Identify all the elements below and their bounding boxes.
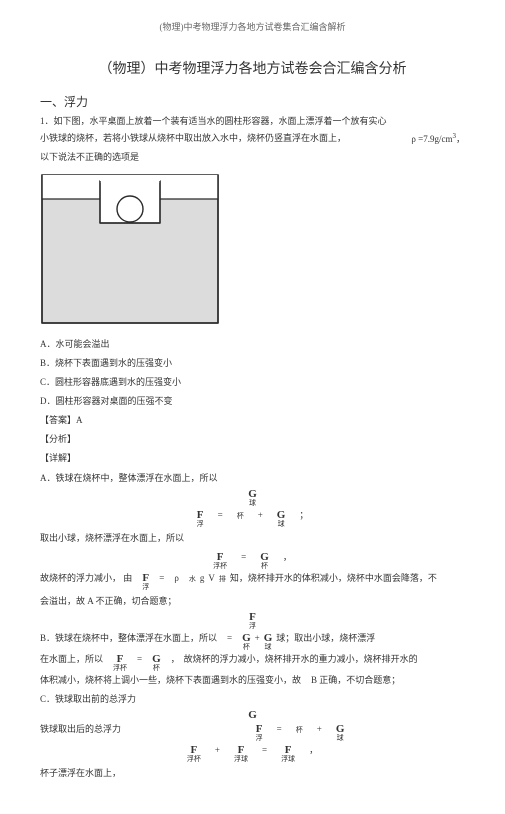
q1-line1: 1．如下图，水平桌面上放着一个装有适当水的圆柱形容器，水面上漂浮着一个放有实心 (40, 114, 465, 129)
f-fubei-c: F浮杯 (187, 745, 201, 763)
f-fuqiu-c2: F浮球 (281, 745, 295, 763)
sub-shui: 水 (189, 573, 196, 586)
b-f: B 正确，不切合题意； (311, 672, 400, 689)
g-sym2: g (200, 570, 205, 587)
eq-row-1: G球 (40, 489, 465, 507)
g-bei4: G杯 (152, 654, 161, 672)
g-bei2: G杯 (260, 552, 269, 570)
conc1-c: 会溢出，故 A 不正确，切合题意； (40, 593, 465, 610)
detail-b-row2: 在水面上，所以 F浮杯 = G杯 ， 故烧杯的浮力减小，烧杯排开水的重力减小，烧… (40, 651, 465, 672)
doc-title: （物理）中考物理浮力各地方试卷会合汇编含分析 (40, 58, 465, 78)
f-fubei2: F浮杯 (113, 654, 127, 672)
rho-tail: ， (456, 134, 465, 144)
comma-c: ， (309, 742, 318, 759)
rho-text: ρ =7.9g/cm (411, 134, 452, 144)
g-bei-c: 杯 (296, 727, 303, 734)
g-sym: G球 (248, 489, 257, 507)
sub-pai: 排 (219, 573, 226, 586)
container-diagram (40, 173, 220, 325)
ball-circle (117, 196, 143, 222)
plus-c2: + (215, 742, 220, 759)
eq-row-3: F浮杯 = G杯 ， (40, 549, 465, 570)
comma2: ， (171, 651, 180, 668)
plus-sign: + (258, 507, 263, 524)
b-b: 球；取出小球，烧杯漂浮 (276, 630, 375, 647)
g-sym-c1: G (248, 710, 257, 721)
eq-row-2: F浮 = 杯 + G球 ； (40, 507, 465, 528)
f-center: F浮 (40, 612, 465, 630)
g-bei: 杯 (237, 513, 244, 520)
f-fubei: F浮杯 (213, 552, 227, 570)
analysis-label: 【分析】 (40, 431, 465, 448)
eq-c2: = (262, 742, 267, 759)
plus2: + (255, 630, 260, 647)
f-fu-c: F浮 (256, 724, 263, 742)
g-qiu3: G球 (264, 633, 273, 651)
conc1-b: 知，烧杯排开水的体积减小，烧杯中水面会降落，不 (230, 570, 437, 587)
section-heading: 一、浮力 (40, 93, 465, 110)
eq-c: = (277, 721, 282, 738)
semicolon: ； (299, 507, 308, 524)
g-qiu2: G球 (277, 510, 286, 528)
q1-line3: 以下说法不正确的选项是 (40, 150, 465, 165)
eq5: = (137, 651, 142, 668)
eq-sign: = (218, 507, 223, 524)
detail-b-row1: B．铁球在烧杯中，整体漂浮在水面上，所以 = G杯 + G球 球；取出小球，烧杯… (40, 630, 465, 651)
page-header: (物理)中考物理浮力各地方试卷集合汇编含解析 (40, 20, 465, 33)
eq-row-c3: F浮杯 + F浮球 = F浮球 ， (40, 742, 465, 763)
v-sym: V (208, 570, 215, 587)
f-fu-center: F浮 (249, 612, 256, 630)
cup-open-top (100, 180, 160, 183)
rho-sym: ρ (174, 570, 179, 587)
option-a: A．水可能会溢出 (40, 336, 465, 353)
g-qiu-c: G球 (336, 724, 345, 742)
conc1-a: 故烧杯的浮力减小， 由 (40, 570, 132, 587)
rho-value: ρ =7.9g/cm3， (411, 131, 465, 147)
detail-a-line: A．铁球在烧杯中，整体漂浮在水面上，所以 (40, 470, 465, 487)
eq-row-c2: 铁球取出后的总浮力 F浮 = 杯 + G球 (40, 721, 465, 742)
c2-text: 铁球取出后的总浮力 (40, 721, 121, 738)
b-a: B．铁球在烧杯中，整体漂浮在水面上，所以 (40, 630, 217, 647)
f-fu2: F浮 (142, 573, 149, 591)
b-e: 体积减小，烧杯将上调小一些，烧杯下表面遇到水的压强变小，故 (40, 672, 301, 689)
conc1-row: 故烧杯的浮力减小， 由 F浮 = ρ 水 g V 排 知，烧杯排开水的体积减小，… (40, 570, 465, 591)
comma1: ， (283, 549, 292, 566)
g-bei3: G杯 (242, 633, 251, 651)
detail-c-line: C．铁球取出前的总浮力 (40, 691, 465, 708)
answer-label: 【答案】A (40, 412, 465, 429)
eq4: = (227, 630, 232, 647)
option-b: B．烧杯下表面遇到水的压强变小 (40, 355, 465, 372)
figure-container (40, 173, 465, 328)
q1-line2: 小铁球的烧杯，若将小铁球从烧杯中取出放入水中，烧杯仍竖直浮在水面上， ρ =7.… (40, 131, 465, 147)
b-c: 在水面上，所以 (40, 651, 103, 668)
q1-l2-text: 小铁球的烧杯，若将小铁球从烧杯中取出放入水中，烧杯仍竖直浮在水面上， (40, 133, 346, 143)
detail-b-row3: 体积减小，烧杯将上调小一些，烧杯下表面遇到水的压强变小，故 B 正确，不切合题意… (40, 672, 465, 689)
f-fu: F浮 (197, 510, 204, 528)
eq-row-c1: G (40, 710, 465, 721)
option-c: C．圆柱形容器底遇到水的压强变小 (40, 374, 465, 391)
eq3: = (159, 570, 164, 587)
f-fuqiu-c: F浮球 (234, 745, 248, 763)
take-ball-line: 取出小球，烧杯漂浮在水面上，所以 (40, 530, 465, 547)
plus-c: + (317, 721, 322, 738)
c3-text: 杯子漂浮在水面上， (40, 765, 465, 782)
option-d: D．圆柱形容器对桌面的压强不变 (40, 393, 465, 410)
detail-label: 【详解】 (40, 450, 465, 467)
b-d: 故烧杯的浮力减小，烧杯排开水的重力减小，烧杯排开水的 (184, 651, 418, 668)
eq-sign2: = (241, 549, 246, 566)
